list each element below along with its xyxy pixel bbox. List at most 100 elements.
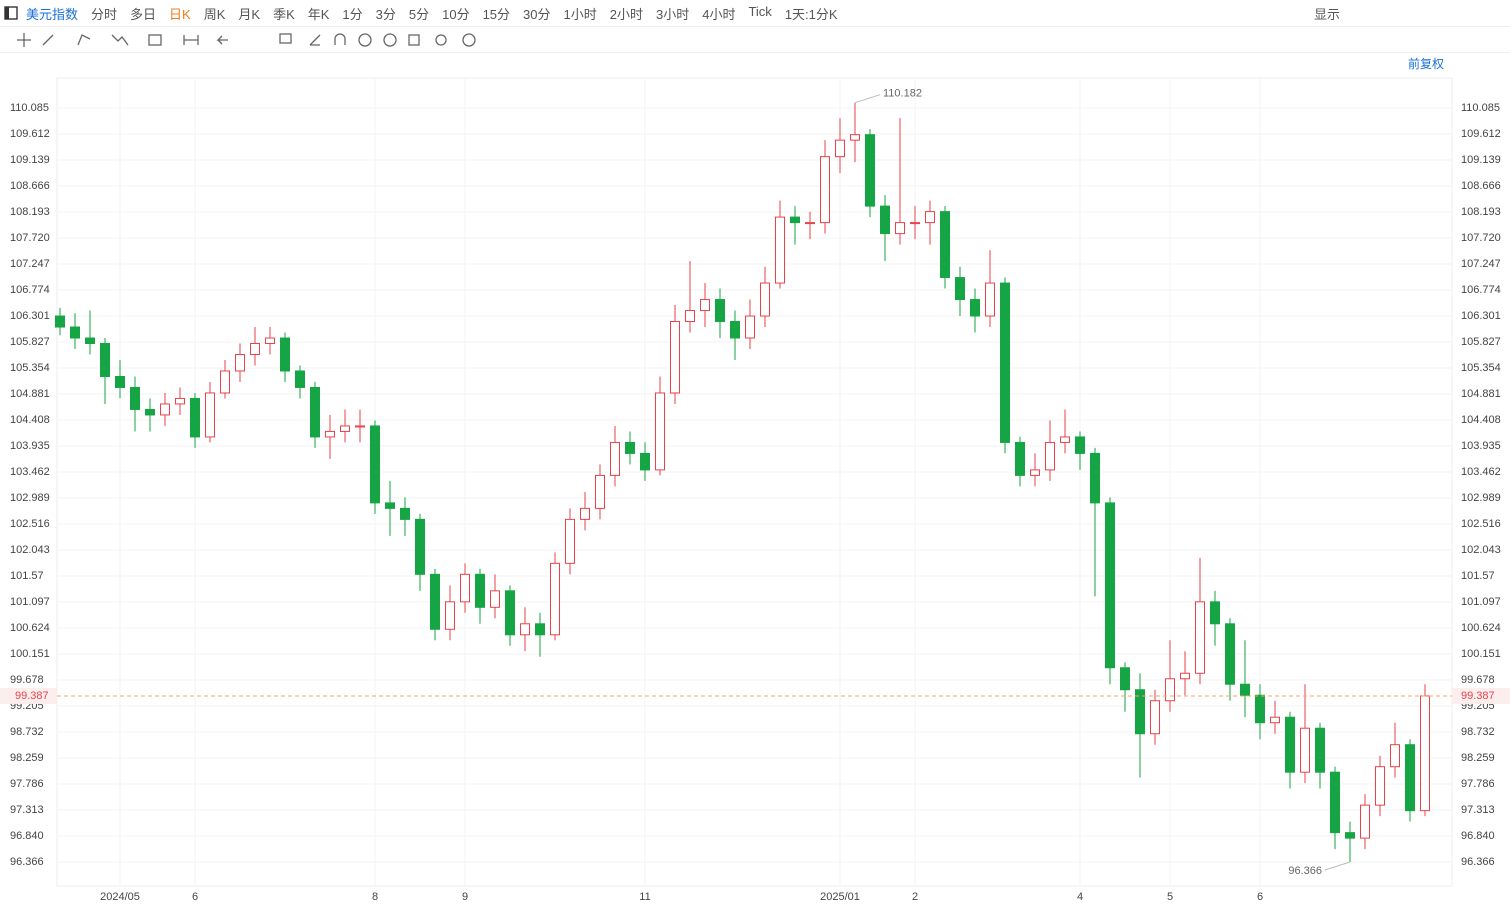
period[interactable]: 多日 (130, 6, 157, 22)
y-tick-label: 102.989 (10, 492, 50, 504)
x-tick-label: 11 (639, 891, 650, 903)
candle-body (775, 216, 785, 284)
y-tick-label-right: 98.259 (1461, 752, 1495, 764)
x-tick-label: 5 (1167, 891, 1173, 903)
candle-body (730, 321, 740, 339)
candle-body (925, 211, 935, 224)
pattern-tool[interactable] (111, 34, 129, 46)
period[interactable]: 日K (169, 6, 191, 22)
layout-icon[interactable] (4, 6, 18, 20)
y-tick-label-right: 108.193 (1461, 206, 1501, 218)
plot-frame (56, 77, 1453, 887)
y-tick-label-right: 99.678 (1461, 674, 1495, 686)
period[interactable]: 分时 (91, 6, 118, 22)
candle-body (1240, 683, 1250, 696)
top-toolbar: 美元指数 分时 多日 日K 周K 月K 季K 年K 1分 3分 5分 10分 15分 30分 1小时 2小时… (0, 0, 1510, 27)
y-tick-label: 104.881 (10, 388, 50, 400)
period[interactable]: 1天:1分K (784, 6, 838, 22)
y-tick-label-right: 107.247 (1461, 258, 1501, 270)
period[interactable]: 10分 (442, 6, 470, 22)
candle-body (700, 299, 710, 312)
period[interactable]: 1分 (342, 6, 363, 22)
candle-body (955, 277, 965, 301)
x-tick-label: 2024/05 (100, 891, 140, 903)
candle-body (340, 425, 350, 432)
period[interactable]: 年K (307, 6, 330, 22)
y-tick-label: 108.193 (10, 206, 50, 218)
candle-body (1225, 623, 1235, 685)
candle-body (1330, 771, 1340, 834)
y-tick-label: 105.827 (10, 336, 50, 348)
period[interactable]: 月K (238, 6, 261, 22)
delete-tool[interactable] (408, 34, 420, 46)
y-tick-label: 102.043 (10, 544, 50, 556)
y-tick-label-right: 97.313 (1461, 804, 1495, 816)
y-tick-label-right: 104.408 (1461, 414, 1501, 426)
magnet-tool[interactable] (334, 33, 346, 45)
candle-body (760, 282, 770, 317)
candle-body (880, 205, 890, 235)
move-tool[interactable] (17, 33, 31, 47)
period[interactable]: Tick (748, 3, 772, 19)
candle-body (820, 156, 830, 224)
candle-body (220, 370, 230, 394)
y-tick-label-right: 100.151 (1461, 648, 1501, 660)
candle-body (910, 222, 920, 225)
compare-tool[interactable] (435, 34, 447, 46)
candle-body (280, 337, 290, 372)
candle-body (130, 386, 140, 410)
period[interactable]: 2小时 (609, 6, 643, 22)
candle-body (415, 518, 425, 575)
y-tick-label-right: 106.774 (1461, 284, 1501, 296)
period[interactable]: 3分 (375, 6, 396, 22)
hide-tool[interactable] (383, 33, 397, 47)
x-tick-label: 6 (1257, 891, 1263, 903)
period[interactable]: 1小时 (563, 6, 597, 22)
min-leader (1324, 861, 1351, 871)
range-tool[interactable] (183, 35, 199, 45)
period[interactable]: 5分 (408, 6, 430, 22)
display-menu[interactable]: 显示 (1313, 6, 1340, 22)
y-tick-label: 103.462 (10, 466, 50, 478)
candle-body (295, 370, 305, 388)
channel-tool[interactable] (77, 34, 91, 46)
note-tool[interactable] (279, 33, 292, 44)
arrow-tool[interactable] (216, 35, 228, 45)
period[interactable]: 4小时 (702, 6, 736, 22)
candle-body (1270, 716, 1280, 724)
candle-body (1255, 694, 1265, 724)
symbol[interactable]: 美元指数 (26, 6, 79, 22)
settings-tool[interactable] (462, 33, 476, 47)
y-tick-label: 105.354 (10, 362, 50, 374)
ruler-tool[interactable] (309, 34, 321, 46)
lock-tool[interactable] (358, 33, 372, 47)
period[interactable]: 季K (273, 6, 295, 22)
y-tick-label: 97.786 (10, 778, 44, 790)
measure-tool[interactable] (148, 34, 162, 46)
period[interactable]: 3小时 (655, 6, 690, 22)
candle-body (1165, 678, 1175, 702)
period[interactable]: 周K (203, 6, 226, 22)
y-tick-label-right: 101.57 (1461, 570, 1495, 582)
last-price-label: 99.387 (15, 690, 49, 702)
y-tick-label: 104.408 (10, 414, 50, 426)
line-tool[interactable] (42, 34, 54, 46)
candle-body (835, 139, 845, 158)
tool-icons (17, 33, 476, 47)
candle-body (505, 590, 515, 636)
period[interactable]: 30分 (523, 6, 551, 22)
y-tick-label-right: 103.462 (1461, 466, 1501, 478)
period[interactable]: 15分 (482, 6, 511, 22)
x-tick-label: 2025/01 (820, 891, 860, 903)
candle-body (1360, 804, 1370, 839)
candle-body (1000, 282, 1010, 443)
adjust-mode[interactable]: 前复权 (1408, 56, 1444, 71)
candle-body (790, 216, 800, 224)
y-tick-label: 110.085 (10, 102, 49, 114)
candle-body (580, 507, 590, 520)
y-tick-label: 100.151 (10, 648, 50, 660)
candle-body (1090, 452, 1100, 504)
candle-body (1150, 700, 1160, 735)
y-tick-label-right: 96.840 (1461, 830, 1495, 842)
